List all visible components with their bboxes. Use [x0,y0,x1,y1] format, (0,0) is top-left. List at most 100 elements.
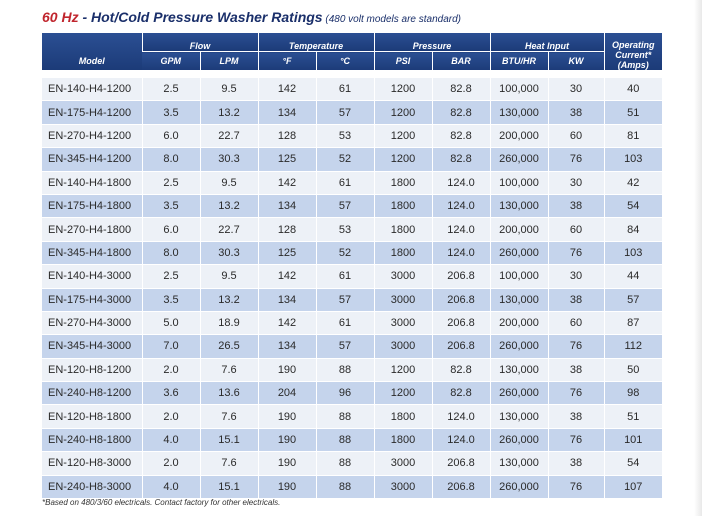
header-gpm: GPM [142,51,200,70]
cell-kw: 76 [547,475,604,500]
cell-amps: 98 [603,381,662,406]
cell-btu-hr: 130,000 [489,358,548,383]
cell-kw: 38 [547,451,604,476]
cell-bar: 124.0 [431,217,490,242]
cell-amps: 84 [603,217,662,242]
table-row: EN-175-H4-1800 3.5 13.2 134 57 1800 124.0 130,0… [42,194,662,219]
cell-bar: 82.8 [431,147,490,172]
cell-gpm: 2.5 [141,78,200,102]
cell-amps: 42 [603,171,662,195]
cell-gpm: 8.0 [141,147,200,172]
cell-bar: 124.0 [431,171,490,195]
cell-gpm: 2.0 [141,358,200,383]
cell-amps: 44 [603,264,662,289]
table-row: EN-120-H8-1800 2.0 7.6 190 88 1800 124.0 130,00… [42,404,662,429]
cell-lpm: 7.6 [199,404,258,429]
cell-btu-hr: 130,000 [489,100,548,125]
cell-lpm: 9.5 [199,171,258,195]
cell-temp-c: 88 [315,475,374,500]
cell-temp-c: 57 [315,288,374,312]
table-row: EN-270-H4-1800 6.0 22.7 128 53 1800 124.0 200,0… [42,217,662,242]
cell-lpm: 13.2 [199,194,258,219]
header-btu-hr: BTU/HR [489,51,548,70]
cell-btu-hr: 130,000 [489,288,548,312]
cell-gpm: 7.0 [141,334,200,359]
cell-lpm: 26.5 [199,334,258,359]
cell-btu-hr: 260,000 [489,334,548,359]
cell-temp-f: 142 [257,311,316,336]
cell-temp-f: 142 [257,171,316,195]
cell-psi: 1800 [373,428,432,453]
table-row: EN-120-H8-1200 2.0 7.6 190 88 1200 82.8 130,000… [42,358,662,383]
cell-kw: 76 [547,241,604,266]
cell-lpm: 13.2 [199,288,258,312]
cell-gpm: 8.0 [141,241,200,266]
cell-bar: 124.0 [431,404,490,429]
header-psi: PSI [373,51,432,70]
cell-temp-c: 53 [315,124,374,149]
cell-lpm: 15.1 [199,475,258,500]
cell-btu-hr: 100,000 [489,171,548,195]
cell-model: EN-175-H4-3000 [42,288,142,312]
cell-kw: 76 [547,334,604,359]
cell-btu-hr: 200,000 [489,311,548,336]
footnote: *Based on 480/3/60 electricals. Contact … [42,498,281,507]
cell-gpm: 3.5 [141,194,200,219]
cell-amps: 103 [603,147,662,172]
cell-gpm: 5.0 [141,311,200,336]
table-row: EN-345-H4-1800 8.0 30.3 125 52 1800 124.0 260,0… [42,241,662,266]
cell-bar: 206.8 [431,475,490,500]
cell-kw: 30 [547,78,604,102]
header-lpm: LPM [199,51,258,70]
table-row: EN-240-H8-3000 4.0 15.1 190 88 3000 206.8 260,0… [42,475,662,500]
table-row: EN-240-H8-1200 3.6 13.6 204 96 1200 82.8 260,00… [42,381,662,406]
cell-temp-c: 52 [315,147,374,172]
header-operating-current: Operating Current* (Amps) [603,33,662,70]
cell-lpm: 15.1 [199,428,258,453]
cell-psi: 3000 [373,475,432,500]
cell-model: EN-345-H4-1200 [42,147,142,172]
cell-temp-f: 128 [257,124,316,149]
cell-lpm: 30.3 [199,241,258,266]
cell-gpm: 2.5 [141,264,200,289]
cell-psi: 1200 [373,124,432,149]
cell-kw: 76 [547,428,604,453]
header-spacer [42,70,662,78]
cell-psi: 1200 [373,147,432,172]
header-operating-current-label: Operating Current* [611,40,655,60]
header-model: Model [42,33,142,70]
table-row: EN-175-H4-1200 3.5 13.2 134 57 1200 82.8 130,00… [42,100,662,125]
cell-amps: 50 [603,358,662,383]
header-flow: Flow [141,33,258,52]
header-deg-f: °F [257,51,316,70]
cell-lpm: 7.6 [199,358,258,383]
cell-temp-c: 57 [315,100,374,125]
cell-gpm: 4.0 [141,428,200,453]
title-main: - Hot/Cold Pressure Washer Ratings [78,9,323,25]
cell-temp-c: 61 [315,264,374,289]
cell-psi: 3000 [373,334,432,359]
cell-lpm: 22.7 [199,124,258,149]
cell-temp-c: 61 [315,78,374,102]
ratings-table: Model Flow Temperature Pressure Heat Inp… [42,33,662,500]
cell-bar: 124.0 [431,428,490,453]
cell-temp-f: 134 [257,100,316,125]
cell-model: EN-240-H8-1200 [42,381,142,406]
cell-model: EN-120-H8-1800 [42,404,142,429]
cell-amps: 112 [603,334,662,359]
cell-model: EN-270-H4-3000 [42,311,142,336]
cell-gpm: 6.0 [141,124,200,149]
cell-lpm: 7.6 [199,451,258,476]
cell-btu-hr: 130,000 [489,194,548,219]
cell-temp-f: 204 [257,381,316,406]
cell-temp-c: 52 [315,241,374,266]
cell-kw: 30 [547,264,604,289]
cell-model: EN-345-H4-1800 [42,241,142,266]
cell-amps: 51 [603,100,662,125]
cell-kw: 60 [547,217,604,242]
cell-amps: 107 [603,475,662,500]
cell-psi: 3000 [373,288,432,312]
cell-gpm: 3.5 [141,100,200,125]
cell-btu-hr: 260,000 [489,428,548,453]
cell-model: EN-120-H8-3000 [42,451,142,476]
